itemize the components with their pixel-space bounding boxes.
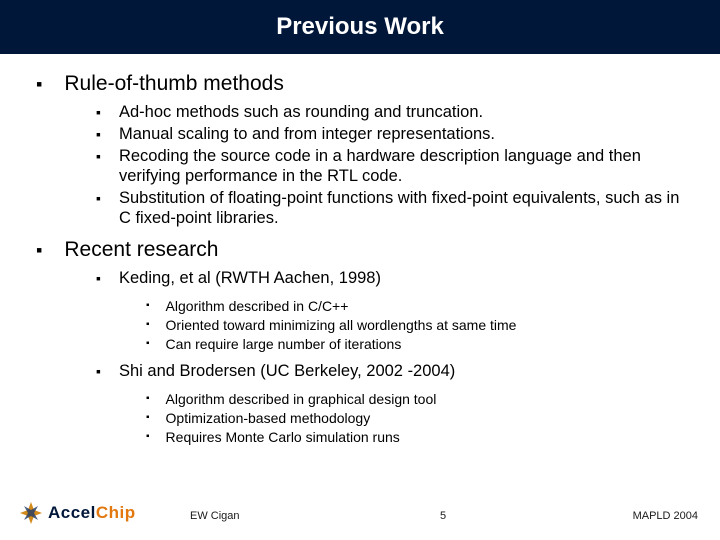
keding-sublist: ▪ Algorithm described in C/C++ ▪ Oriented … — [146, 298, 692, 353]
bullet-text: Optimization-based methodology — [166, 410, 371, 427]
list-item: ▪ Optimization-based methodology — [146, 410, 692, 427]
list-item: ▪ Shi and Brodersen (UC Berkeley, 2002 -2… — [96, 361, 692, 381]
list-item: ▪ Substitution of floating-point function… — [96, 188, 692, 228]
slide-body: ▪ Rule-of-thumb methods ▪ Ad-hoc methods … — [0, 54, 720, 446]
bullet-icon: ▪ — [36, 72, 42, 96]
page-number: 5 — [440, 510, 446, 522]
bullet-icon: ▪ — [96, 188, 101, 228]
bullet-icon: ▪ — [36, 238, 42, 262]
bullet-text: Substitution of floating-point functions… — [119, 188, 692, 228]
footer: AccelChip EW Cigan 5 MAPLD 2004 — [0, 490, 720, 526]
recent-sublist: ▪ Shi and Brodersen (UC Berkeley, 2002 -2… — [96, 361, 692, 381]
slide: Previous Work ▪ Rule-of-thumb methods ▪ A… — [0, 0, 720, 540]
bullet-text: Can require large number of iterations — [166, 336, 402, 353]
bullet-text: Algorithm described in C/C++ — [166, 298, 349, 315]
bullet-icon: ▪ — [146, 317, 150, 334]
bullet-icon: ▪ — [96, 361, 101, 381]
bullet-text: Ad-hoc methods such as rounding and trun… — [119, 102, 483, 122]
bullet-icon: ▪ — [146, 336, 150, 353]
list-item: ▪ Algorithm described in C/C++ — [146, 298, 692, 315]
list-item: ▪ Ad-hoc methods such as rounding and tru… — [96, 102, 692, 122]
bullet-icon: ▪ — [96, 146, 101, 186]
list-item: ▪ Rule-of-thumb methods — [36, 72, 692, 96]
top-list: ▪ Recent research — [36, 238, 692, 262]
bullet-text: Requires Monte Carlo simulation runs — [166, 429, 400, 446]
list-item: ▪ Recent research — [36, 238, 692, 262]
bullet-icon: ▪ — [146, 298, 150, 315]
list-item: ▪ Manual scaling to and from integer repr… — [96, 124, 692, 144]
conference-label: MAPLD 2004 — [633, 510, 698, 522]
bullet-icon: ▪ — [96, 102, 101, 122]
slide-title: Previous Work — [276, 13, 444, 41]
list-item: ▪ Keding, et al (RWTH Aachen, 1998) — [96, 268, 692, 288]
bullet-text: Manual scaling to and from integer repre… — [119, 124, 495, 144]
bullet-icon: ▪ — [146, 429, 150, 446]
section-heading: Recent research — [64, 238, 218, 262]
logo-star-icon — [18, 500, 44, 526]
list-item: ▪ Can require large number of iterations — [146, 336, 692, 353]
logo: AccelChip — [18, 500, 136, 526]
bullet-icon: ▪ — [96, 124, 101, 144]
bullet-icon: ▪ — [146, 391, 150, 408]
bullet-text: Algorithm described in graphical design … — [166, 391, 437, 408]
bullet-text: Recoding the source code in a hardware d… — [119, 146, 692, 186]
bullet-text: Shi and Brodersen (UC Berkeley, 2002 -20… — [119, 361, 455, 381]
bullet-icon: ▪ — [146, 410, 150, 427]
logo-text-accel: Accel — [48, 503, 96, 523]
bullet-icon: ▪ — [96, 268, 101, 288]
presenter-name: EW Cigan — [190, 510, 240, 522]
top-list: ▪ Rule-of-thumb methods — [36, 72, 692, 96]
recent-sublist: ▪ Keding, et al (RWTH Aachen, 1998) — [96, 268, 692, 288]
bullet-text: Oriented toward minimizing all wordlengt… — [166, 317, 517, 334]
logo-text-chip: Chip — [96, 503, 136, 523]
list-item: ▪ Oriented toward minimizing all wordleng… — [146, 317, 692, 334]
title-bar: Previous Work — [0, 0, 720, 54]
rule-sublist: ▪ Ad-hoc methods such as rounding and tru… — [96, 102, 692, 228]
shi-sublist: ▪ Algorithm described in graphical design… — [146, 391, 692, 446]
bullet-text: Keding, et al (RWTH Aachen, 1998) — [119, 268, 381, 288]
section-heading: Rule-of-thumb methods — [64, 72, 283, 96]
list-item: ▪ Recoding the source code in a hardware … — [96, 146, 692, 186]
list-item: ▪ Requires Monte Carlo simulation runs — [146, 429, 692, 446]
list-item: ▪ Algorithm described in graphical design… — [146, 391, 692, 408]
